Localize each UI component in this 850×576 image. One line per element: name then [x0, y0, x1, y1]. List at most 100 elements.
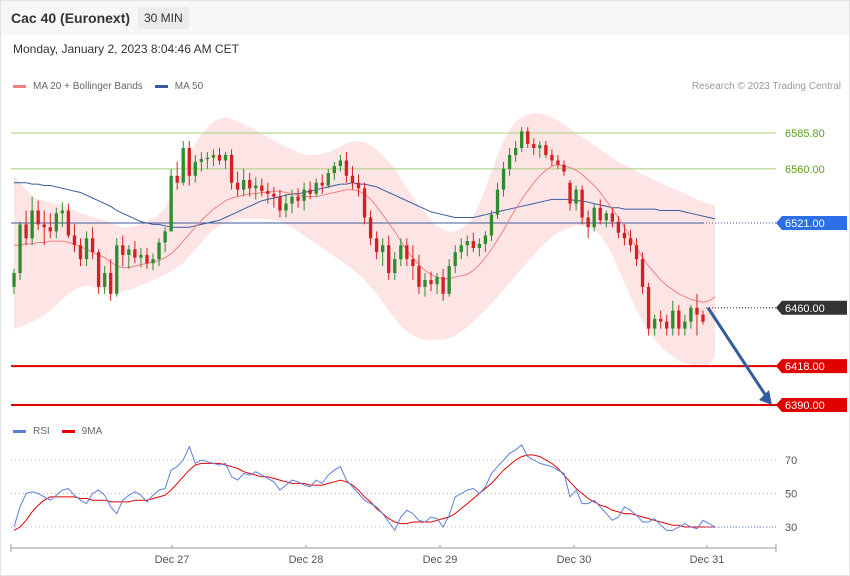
candle: [314, 178, 318, 197]
candle: [381, 238, 385, 267]
forecast-arrow-shaft: [706, 306, 770, 400]
candle-body: [109, 273, 113, 294]
candle: [683, 314, 687, 336]
candle-body: [115, 245, 119, 294]
candle-body: [84, 238, 89, 260]
candle: [435, 273, 439, 294]
candle-body: [495, 189, 500, 215]
candle-body: [423, 279, 427, 287]
time-tick-label: Dec 30: [557, 554, 592, 566]
candle-body: [665, 321, 669, 329]
candle-body: [78, 245, 83, 260]
candle-body: [610, 213, 615, 222]
legend-item-9ma[interactable]: 9MA: [61, 426, 102, 437]
candle: [42, 210, 46, 246]
legend-item-ma50[interactable]: MA 50: [154, 81, 204, 92]
candle-body: [489, 214, 494, 236]
candle: [121, 235, 125, 267]
legend-label-ma50: MA 50: [174, 81, 204, 92]
time-tick-label: Dec 29: [423, 554, 458, 566]
candle-body: [272, 193, 276, 197]
candle: [526, 127, 530, 149]
candle-body: [622, 232, 627, 239]
candle: [326, 168, 330, 189]
candle: [296, 188, 300, 208]
candle: [695, 293, 699, 336]
candle: [344, 152, 349, 183]
candle-body: [483, 235, 488, 244]
candle-body: [471, 241, 475, 249]
candle: [332, 161, 336, 180]
interval-badge[interactable]: 30 MIN: [138, 7, 189, 29]
candle-body: [362, 188, 367, 218]
candle-body: [151, 259, 155, 264]
level-tag-6418.00: [776, 359, 847, 374]
candle-body: [102, 273, 107, 287]
candle-body: [513, 148, 518, 155]
candle: [145, 248, 149, 269]
candle-body: [248, 179, 252, 189]
candle-body: [507, 154, 512, 169]
candle-body: [314, 182, 318, 194]
candle: [308, 181, 312, 200]
candle: [387, 235, 391, 280]
candle-body: [550, 154, 554, 161]
candle-body: [24, 224, 28, 239]
candle-body: [254, 185, 258, 189]
candle: [30, 196, 34, 246]
candle-body: [574, 189, 578, 204]
time-tick-label: Dec 31: [690, 554, 725, 566]
rsi-tick-30: 30: [785, 522, 797, 534]
candle-body: [229, 154, 234, 183]
candle: [217, 148, 222, 165]
candle: [374, 231, 379, 260]
candle-body: [308, 189, 312, 194]
candle: [659, 310, 663, 329]
candle-body: [477, 243, 482, 249]
candle: [580, 185, 584, 225]
candle: [266, 182, 270, 204]
candle-body: [417, 266, 421, 287]
candle: [459, 238, 463, 260]
candle: [284, 193, 288, 218]
candle: [628, 229, 633, 253]
candle: [115, 238, 119, 297]
rsi-9ma-line: [13, 454, 716, 531]
candle: [393, 252, 397, 280]
candle: [350, 166, 355, 190]
time-tick-label: Dec 27: [155, 554, 190, 566]
candle-body: [48, 227, 52, 232]
candle-body: [374, 238, 379, 253]
candle-body: [284, 203, 288, 211]
candle-body: [217, 154, 222, 161]
candle-body: [266, 191, 270, 194]
candle-body: [459, 245, 463, 253]
candle: [24, 210, 28, 246]
candle-body: [520, 131, 524, 149]
candle: [616, 216, 621, 239]
candle: [417, 254, 421, 294]
rsi-swatch-icon: [13, 430, 26, 433]
candle: [362, 182, 367, 225]
candle-body: [332, 166, 336, 174]
candle: [278, 189, 282, 218]
candle: [489, 210, 494, 242]
candle: [229, 149, 234, 190]
candle: [96, 249, 101, 294]
candle-body: [66, 210, 71, 236]
candle: [640, 252, 645, 294]
candle: [54, 207, 58, 239]
candle: [60, 202, 65, 228]
legend-item-rsi[interactable]: RSI: [13, 426, 50, 437]
candle: [399, 238, 403, 267]
candle: [568, 179, 572, 211]
candle-body: [453, 252, 457, 267]
candle: [495, 182, 500, 219]
candle-body: [96, 252, 101, 287]
legend-item-ma20[interactable]: MA 20 + Bollinger Bands: [13, 81, 143, 92]
candle: [634, 238, 639, 267]
candle-body: [435, 277, 439, 285]
candle: [48, 213, 52, 239]
candle-body: [683, 321, 687, 329]
